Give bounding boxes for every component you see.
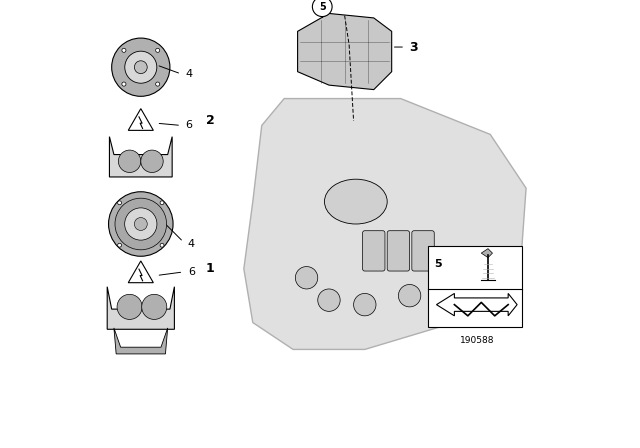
Circle shape: [398, 284, 421, 307]
Circle shape: [118, 150, 141, 172]
Circle shape: [134, 218, 147, 230]
Text: 5: 5: [319, 2, 326, 12]
Circle shape: [160, 243, 164, 247]
Ellipse shape: [324, 179, 387, 224]
Polygon shape: [109, 137, 172, 177]
Circle shape: [122, 82, 126, 86]
Polygon shape: [114, 328, 168, 354]
FancyBboxPatch shape: [362, 231, 385, 271]
Circle shape: [115, 198, 166, 250]
Text: 4: 4: [188, 239, 195, 249]
Circle shape: [118, 243, 122, 247]
Circle shape: [118, 201, 122, 205]
Circle shape: [109, 192, 173, 256]
Polygon shape: [244, 99, 526, 349]
Polygon shape: [128, 109, 154, 130]
Circle shape: [117, 294, 142, 319]
Text: 190588: 190588: [460, 336, 494, 345]
Circle shape: [122, 48, 126, 52]
Circle shape: [134, 61, 147, 73]
Text: 2: 2: [206, 114, 214, 128]
Polygon shape: [128, 261, 154, 283]
Circle shape: [141, 294, 167, 319]
Polygon shape: [436, 293, 517, 316]
Circle shape: [112, 38, 170, 96]
Text: 5: 5: [435, 259, 442, 269]
Text: 6: 6: [188, 267, 195, 277]
FancyBboxPatch shape: [412, 231, 435, 271]
Circle shape: [141, 150, 163, 172]
Circle shape: [125, 208, 157, 240]
Circle shape: [160, 201, 164, 205]
Circle shape: [125, 51, 157, 83]
Polygon shape: [481, 249, 493, 258]
Circle shape: [156, 48, 160, 52]
FancyBboxPatch shape: [428, 246, 522, 327]
Polygon shape: [298, 13, 392, 90]
Text: 1: 1: [206, 262, 214, 276]
Text: 6: 6: [186, 121, 193, 130]
Circle shape: [156, 82, 160, 86]
FancyBboxPatch shape: [387, 231, 410, 271]
Polygon shape: [108, 287, 174, 329]
Circle shape: [296, 267, 317, 289]
Circle shape: [312, 0, 332, 17]
Circle shape: [354, 293, 376, 316]
Text: 3: 3: [410, 40, 418, 54]
Text: 4: 4: [186, 69, 193, 79]
Circle shape: [318, 289, 340, 311]
